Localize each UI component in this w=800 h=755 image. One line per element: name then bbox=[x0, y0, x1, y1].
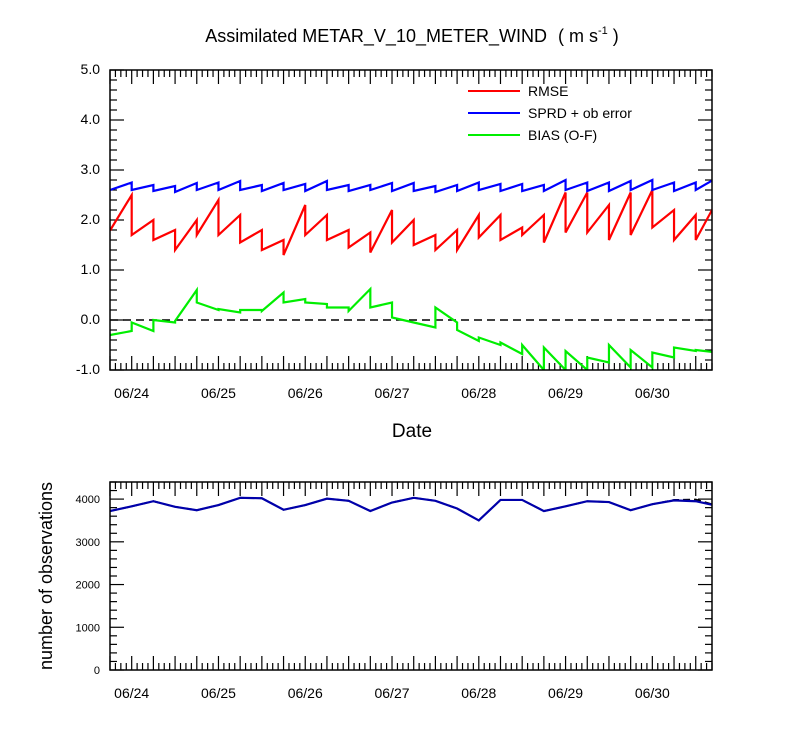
top-x-tick-label: 06/29 bbox=[548, 385, 583, 401]
bottom-x-tick-label: 06/29 bbox=[548, 685, 583, 701]
top-y-tick-label: 5.0 bbox=[81, 61, 101, 77]
top-x-tick-label: 06/26 bbox=[288, 385, 323, 401]
top-y-tick-label: 0.0 bbox=[81, 311, 101, 327]
bottom-series-group bbox=[110, 496, 712, 522]
chart-title-units-close: ) bbox=[608, 26, 619, 46]
top-x-tick-label: 06/27 bbox=[374, 385, 409, 401]
top-y-tick-label: 3.0 bbox=[81, 161, 101, 177]
chart-title-units: ( m s bbox=[558, 26, 598, 46]
legend-label-1: RMSE bbox=[528, 83, 568, 99]
chart-title-units-sup: -1 bbox=[598, 25, 608, 37]
bottom-plot-frame bbox=[109, 481, 713, 671]
top-series-group bbox=[110, 178, 712, 370]
top-x-tick-label: 06/25 bbox=[201, 385, 236, 401]
bottom-y-tick-label: 0 bbox=[94, 665, 100, 677]
top-series-line-2 bbox=[110, 178, 712, 194]
bottom-y-tick-label: 3000 bbox=[76, 537, 100, 549]
top-plot: -1.0 0.0 1.0 2.0 3.0 4.0 5.0 06/24 06/25 06/26 06/… bbox=[76, 61, 713, 401]
bottom-plot: 0 1000 2000 3000 4000 06/24 06/25 06/26 06/27 06/… bbox=[76, 481, 713, 701]
bottom-x-tick-label: 06/24 bbox=[114, 685, 149, 701]
top-y-tick-label: 1.0 bbox=[81, 261, 101, 277]
bottom-y-tick-label: 4000 bbox=[76, 494, 100, 506]
legend-label-3: BIAS (O-F) bbox=[528, 127, 597, 143]
top-y-tick-label: -1.0 bbox=[76, 361, 100, 377]
bottom-series-line-2 bbox=[110, 496, 712, 522]
legend-label-2: SPRD + ob error bbox=[528, 105, 632, 121]
bottom-x-tick-label: 06/26 bbox=[288, 685, 323, 701]
chart-title-main: Assimilated METAR_V_10_METER_WIND bbox=[205, 26, 547, 47]
top-y-tick-label: 4.0 bbox=[81, 111, 101, 127]
top-x-axis-label: Date bbox=[392, 421, 432, 442]
top-series-line-1 bbox=[110, 189, 712, 256]
top-series-line-3 bbox=[110, 286, 712, 370]
chart-title: Assimilated METAR_V_10_METER_WIND ( m s-… bbox=[205, 25, 619, 47]
bottom-x-tick-label: 06/28 bbox=[461, 685, 496, 701]
bottom-x-tick-label: 06/30 bbox=[635, 685, 670, 701]
top-x-tick-label: 06/30 bbox=[635, 385, 670, 401]
bottom-y-tick-label: 1000 bbox=[76, 622, 100, 634]
bottom-y-tick-label: 2000 bbox=[76, 580, 100, 592]
bottom-x-tick-label: 06/25 bbox=[201, 685, 236, 701]
top-x-tick-label: 06/24 bbox=[114, 385, 149, 401]
top-x-tick-label: 06/28 bbox=[461, 385, 496, 401]
top-plot-frame bbox=[109, 69, 713, 371]
bottom-y-axis-label: number of observations bbox=[36, 482, 56, 670]
top-y-tick-label: 2.0 bbox=[81, 211, 101, 227]
bottom-x-tick-label: 06/27 bbox=[374, 685, 409, 701]
